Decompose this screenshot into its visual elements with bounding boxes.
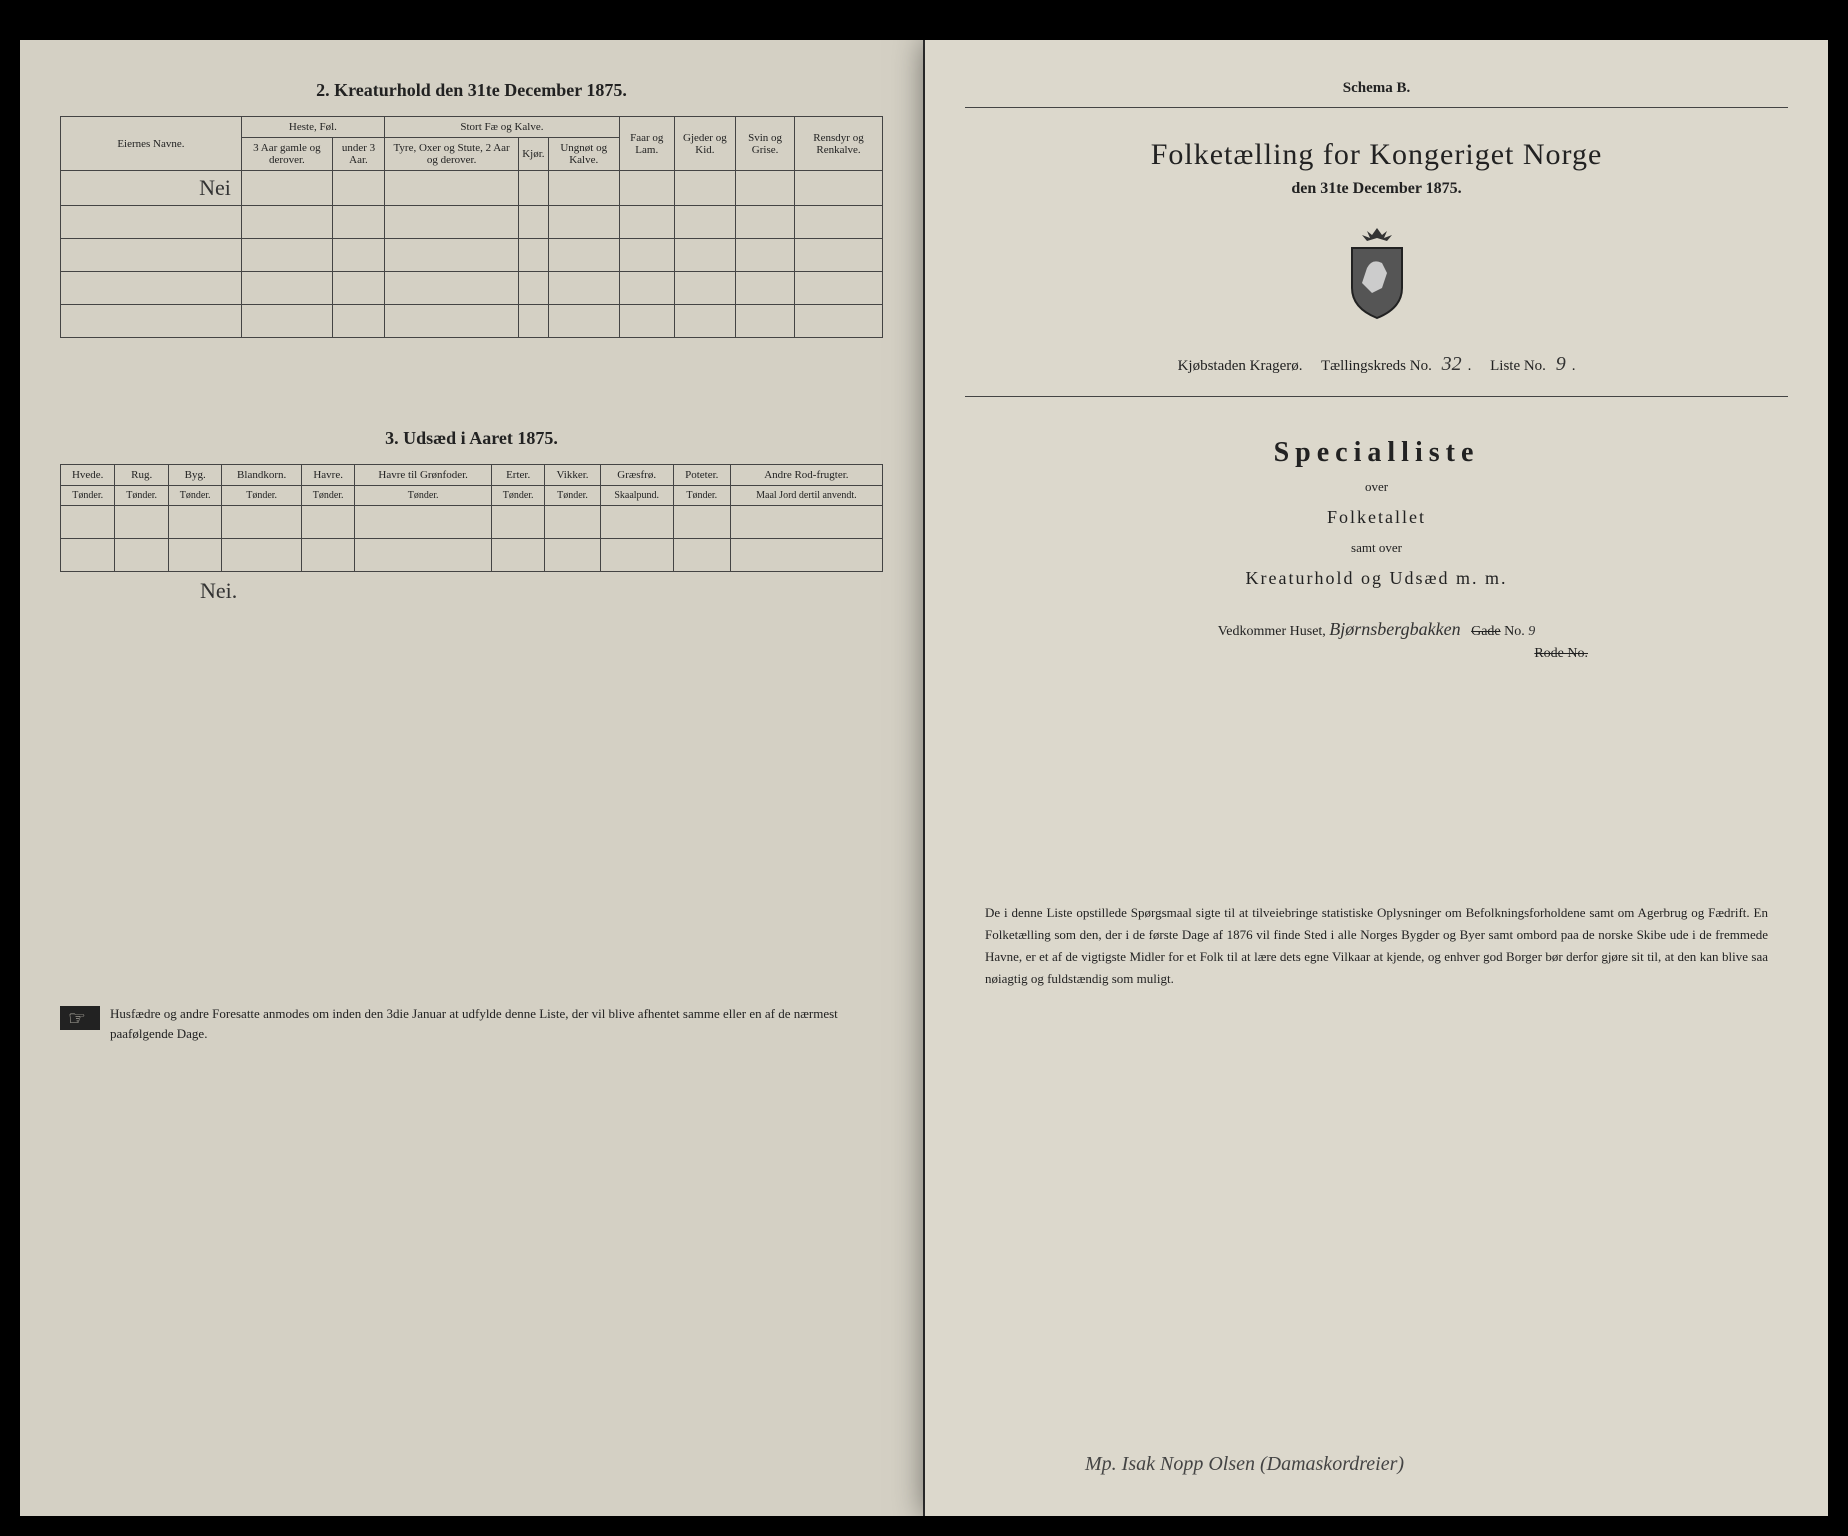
unit: Tønder. [115, 486, 169, 506]
unit: Tønder. [301, 486, 355, 506]
gade-label: Gade [1471, 624, 1501, 639]
folketallet-label: Folketallet [965, 507, 1788, 528]
unit: Maal Jord dertil anvendt. [730, 486, 882, 506]
coat-of-arms-icon [965, 223, 1788, 328]
col-green: Havre til Grønfoder. [355, 465, 492, 486]
divider [965, 396, 1788, 397]
huset-label: Vedkommer Huset, [1218, 624, 1326, 639]
gade-value: 9 [1528, 624, 1535, 639]
liste-label: Liste No. [1490, 358, 1546, 374]
col-cattle-a: Tyre, Oxer og Stute, 2 Aar og derover. [385, 138, 519, 171]
rode-label: Rode No. [1534, 646, 1588, 661]
col-potato: Poteter. [673, 465, 730, 486]
col-horses-a: 3 Aar gamle og derover. [241, 138, 332, 171]
rode-line: Rode No. [965, 646, 1788, 662]
gade-no: No. [1504, 624, 1525, 639]
col-grass: Græsfrø. [600, 465, 673, 486]
col-goats: Gjeder og Kid. [674, 117, 736, 171]
pointing-hand-icon [60, 1006, 100, 1030]
town-label: Kjøbstaden Kragerø. [1178, 358, 1303, 374]
col-cattle-c: Ungnøt og Kalve. [548, 138, 619, 171]
col-vetch: Vikker. [545, 465, 600, 486]
house-line: Vedkommer Huset, Bjørnsbergbakken Gade N… [965, 619, 1788, 640]
left-page: 2. Kreaturhold den 31te December 1875. E… [20, 40, 925, 1516]
over-label: over [965, 479, 1788, 495]
kreds-label: Tællingskreds No. [1321, 358, 1432, 374]
col-sheep: Faar og Lam. [619, 117, 674, 171]
kreds-value: 32 [1436, 353, 1468, 375]
col-cattle-b: Kjør. [519, 138, 548, 171]
unit: Tønder. [673, 486, 730, 506]
table-row: Tønder. Tønder. Tønder. Tønder. Tønder. … [61, 486, 883, 506]
unit: Tønder. [61, 486, 115, 506]
samt-label: samt over [965, 540, 1788, 556]
unit: Tønder. [355, 486, 492, 506]
col-rye: Rug. [115, 465, 169, 486]
table-row [61, 239, 883, 272]
footer-note: Husfædre og andre Foresatte anmodes om i… [60, 1004, 883, 1043]
col-oats: Havre. [301, 465, 355, 486]
schema-label: Schema B. [965, 80, 1788, 97]
seed-table: Hvede. Rug. Byg. Blandkorn. Havre. Havre… [60, 464, 883, 572]
nei-value: Nei [61, 171, 242, 206]
district-info: Kjøbstaden Kragerø. Tællingskreds No. 32… [965, 353, 1788, 376]
col-pigs: Svin og Grise. [736, 117, 795, 171]
col-wheat: Hvede. [61, 465, 115, 486]
col-mixed: Blandkorn. [222, 465, 302, 486]
book-spread: 2. Kreaturhold den 31te December 1875. E… [0, 0, 1848, 1536]
liste-value: 9 [1550, 353, 1572, 375]
col-owner: Eiernes Navne. [61, 117, 242, 171]
livestock-table: Eiernes Navne. Heste, Føl. Stort Fæ og K… [60, 116, 883, 338]
nei-value-2: Nei. [60, 578, 883, 604]
unit: Tønder. [222, 486, 302, 506]
unit: Tønder. [491, 486, 545, 506]
table-row [61, 506, 883, 539]
main-title: Folketælling for Kongeriget Norge [965, 138, 1788, 172]
specialliste-heading: Specialliste [965, 437, 1788, 469]
unit: Tønder. [545, 486, 600, 506]
table-row [61, 539, 883, 572]
col-horses-b: under 3 Aar. [332, 138, 384, 171]
footer-text: Husfædre og andre Foresatte anmodes om i… [110, 1004, 883, 1043]
census-date: den 31te December 1875. [965, 180, 1788, 198]
unit: Tønder. [168, 486, 222, 506]
table-row [61, 305, 883, 338]
col-cattle: Stort Fæ og Kalve. [385, 117, 620, 138]
section2-title: 2. Kreaturhold den 31te December 1875. [60, 80, 883, 101]
right-page: Schema B. Folketælling for Kongeriget No… [925, 40, 1828, 1516]
table-row [61, 272, 883, 305]
table-row: Hvede. Rug. Byg. Blandkorn. Havre. Havre… [61, 465, 883, 486]
section3-title: 3. Udsæd i Aaret 1875. [60, 428, 883, 449]
kreatur-label: Kreaturhold og Udsæd m. m. [965, 568, 1788, 589]
col-barley: Byg. [168, 465, 222, 486]
huset-value: Bjørnsbergbakken [1329, 619, 1460, 639]
col-peas: Erter. [491, 465, 545, 486]
divider [965, 107, 1788, 108]
table-row: Nei [61, 171, 883, 206]
col-reindeer: Rensdyr og Renkalve. [795, 117, 883, 171]
purpose-text: De i denne Liste opstillede Spørgsmaal s… [965, 902, 1788, 990]
table-row [61, 206, 883, 239]
unit: Skaalpund. [600, 486, 673, 506]
bottom-handwriting: Mp. Isak Nopp Olsen (Damaskordreier) [1085, 1453, 1404, 1476]
col-root: Andre Rod-frugter. [730, 465, 882, 486]
col-horses: Heste, Føl. [241, 117, 384, 138]
